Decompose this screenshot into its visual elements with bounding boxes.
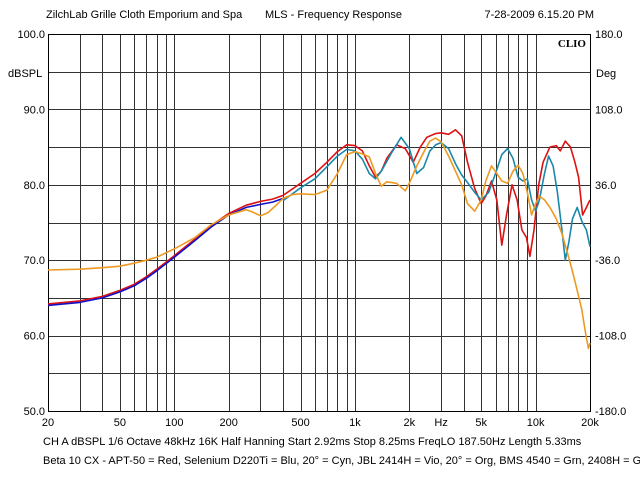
chart-header-left: ZilchLab Grille Cloth Emporium and Spa: [46, 9, 243, 21]
plot-frame: [48, 34, 591, 412]
series-line-1: [47, 197, 284, 307]
y-tick-label: 90.0: [24, 104, 45, 116]
x-tick-label: 20k: [581, 417, 599, 429]
x-tick-label: 5k: [475, 417, 487, 429]
x-tick-label: 100: [165, 417, 183, 429]
y-tick-label: 70.0: [24, 255, 45, 267]
x-tick-label: Hz: [434, 417, 447, 429]
y-tick-label: 50.0: [24, 406, 45, 418]
x-tick-label: 200: [219, 417, 237, 429]
series-legend: Beta 10 CX - APT-50 = Red, Selenium D220…: [43, 455, 640, 467]
y2-tick-label: -36.0: [595, 255, 620, 267]
y2-axis-label: Deg: [596, 68, 617, 80]
y2-tick-label: 36.0: [595, 180, 616, 192]
chart-title: MLS - Frequency Response: [265, 9, 402, 21]
x-tick-label: 50: [114, 417, 126, 429]
logo-box: [554, 36, 588, 50]
series-line-0: [47, 129, 591, 305]
y2-tick-label: -108.0: [595, 331, 626, 343]
y-tick-label: 80.0: [24, 180, 45, 192]
x-tick-label: 20: [42, 417, 54, 429]
x-tick-label: 10k: [527, 417, 545, 429]
measurement-settings: CH A dBSPL 1/6 Octave 48kHz 16K Half Han…: [43, 436, 582, 448]
y2-tick-label: 180.0: [595, 29, 623, 41]
y2-tick-label: 108.0: [595, 104, 623, 116]
series-line-3: [47, 137, 591, 350]
y-axis-label: dBSPL: [8, 68, 43, 80]
x-tick-label: 500: [291, 417, 309, 429]
y-tick-label: 60.0: [24, 331, 45, 343]
x-tick-label: 1k: [349, 417, 361, 429]
chart-header-date: 7-28-2009 6.15.20 PM: [484, 9, 594, 21]
x-tick-label: 2k: [404, 417, 416, 429]
clio-logo: CLIO: [558, 38, 587, 50]
y2-tick-label: -180.0: [595, 406, 626, 418]
y-tick-label: 100.0: [17, 29, 45, 41]
series-line-2: [282, 136, 591, 261]
